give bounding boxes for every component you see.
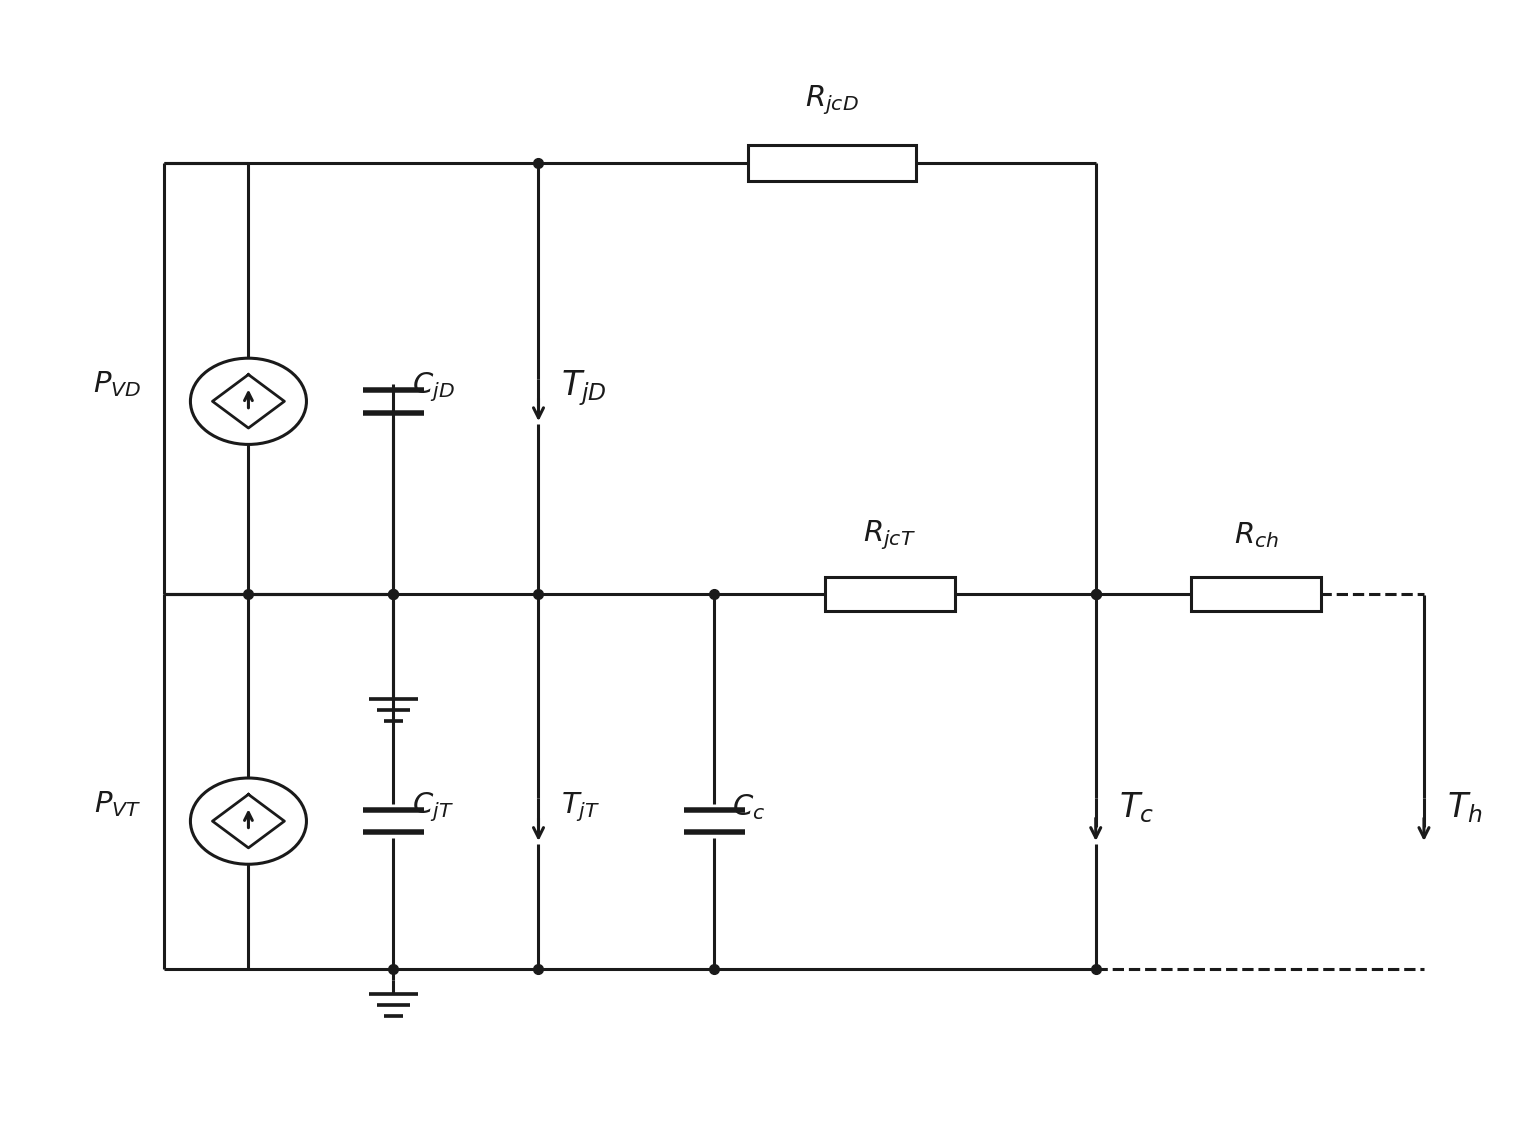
Text: $C_{jT}$: $C_{jT}$ [411, 791, 453, 824]
Text: $C_c$: $C_c$ [732, 792, 766, 823]
Bar [1191, 577, 1322, 612]
Text: $T_{jT}$: $T_{jT}$ [562, 791, 600, 824]
Bar [749, 145, 916, 182]
Text: $R_{jcD}$: $R_{jcD}$ [806, 83, 860, 118]
Text: $P_{VT}$: $P_{VT}$ [94, 789, 141, 820]
Text: $R_{ch}$: $R_{ch}$ [1234, 520, 1279, 550]
Text: $T_c$: $T_c$ [1119, 790, 1153, 825]
Text: $T_h$: $T_h$ [1448, 790, 1483, 825]
Bar [824, 577, 955, 612]
Text: $C_{jD}$: $C_{jD}$ [411, 370, 454, 405]
Text: $P_{VD}$: $P_{VD}$ [94, 369, 141, 399]
Text: $T_{jD}$: $T_{jD}$ [562, 368, 608, 408]
Text: $R_{jcT}$: $R_{jcT}$ [863, 519, 916, 552]
